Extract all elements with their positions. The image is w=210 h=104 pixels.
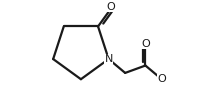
Text: O: O [158,74,167,84]
Text: N: N [104,54,113,64]
Text: O: O [106,2,115,12]
Text: O: O [141,39,150,49]
